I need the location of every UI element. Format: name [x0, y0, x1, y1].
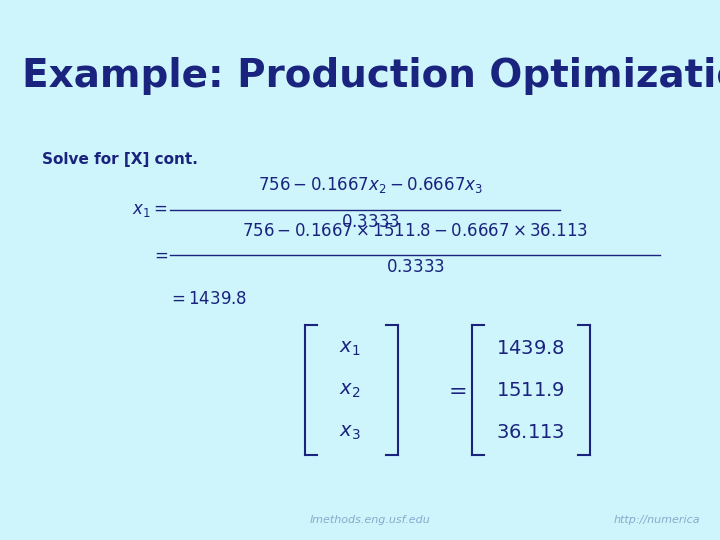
Text: Example: Production Optimization: Example: Production Optimization [22, 57, 720, 95]
Text: $=1439.8$: $=1439.8$ [168, 290, 247, 308]
Text: $x_3$: $x_3$ [339, 422, 361, 442]
Text: $x_1$: $x_1$ [339, 339, 361, 357]
Text: $756-0.1667x_2-0.6667x_3$: $756-0.1667x_2-0.6667x_3$ [258, 175, 482, 195]
Text: $1511.9$: $1511.9$ [495, 381, 564, 400]
Text: $756-0.1667\times1511.8-0.6667\times36.113$: $756-0.1667\times1511.8-0.6667\times36.1… [242, 222, 588, 240]
Text: $x_1=$: $x_1=$ [132, 201, 168, 219]
Text: $=$: $=$ [444, 380, 467, 400]
Text: http://numerica: http://numerica [613, 515, 700, 525]
Text: lmethods.eng.usf.edu: lmethods.eng.usf.edu [310, 515, 431, 525]
Text: $=$: $=$ [150, 246, 168, 264]
Text: $0.3333$: $0.3333$ [386, 258, 444, 276]
Text: $x_2$: $x_2$ [339, 381, 361, 400]
Text: $1439.8$: $1439.8$ [496, 339, 564, 357]
Text: $0.3333$: $0.3333$ [341, 213, 400, 231]
Text: Solve for [X] cont.: Solve for [X] cont. [42, 152, 198, 167]
Text: $36.113$: $36.113$ [495, 422, 564, 442]
